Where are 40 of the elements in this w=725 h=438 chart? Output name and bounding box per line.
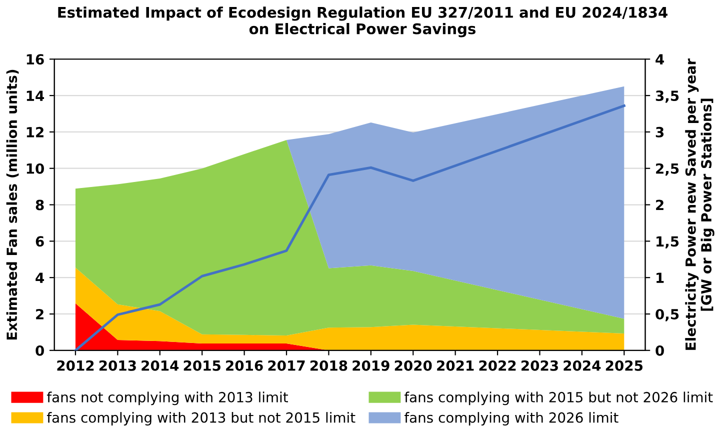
y-tick-label: 10 <box>26 163 44 174</box>
chart-title: Estimated Impact of Ecodesign Regulation EU 327/2011 and EU 2024/1834 on Electrical Power Savings <box>58 6 668 38</box>
line-series <box>74 104 626 350</box>
y-tick-label: 8 <box>36 200 44 210</box>
x-tick-label: 2015 <box>184 360 220 371</box>
y2-tick-label: 1,5 <box>656 236 679 248</box>
legend-label: fans not complying with 2013 limit <box>46 392 288 406</box>
y2-axis-title: Electricity Power new Saved per year [GW or Big Power Stations] <box>685 58 714 350</box>
x-tick-label: 2013 <box>99 360 136 371</box>
x-tick-label: 2014 <box>142 360 179 371</box>
x-tick-label: 2018 <box>310 360 348 371</box>
x-tick-label: 2020 <box>394 360 432 371</box>
y-tick-label: 14 <box>26 90 44 101</box>
x-tick-label: 2016 <box>226 360 263 371</box>
y-tick-label: 12 <box>26 126 44 138</box>
y2-tick-label: 4 <box>656 54 664 64</box>
x-tick-label: 2023 <box>522 360 558 371</box>
x-tick-label: 2021 <box>437 360 474 371</box>
y2-tick-label: 3,5 <box>656 90 679 103</box>
y-tick-label: 4 <box>36 272 44 283</box>
y-axis-title: Extimated Fan sales (million units) <box>6 70 19 340</box>
y2-tick-label: 0 <box>656 345 664 356</box>
y-tick-label: 16 <box>26 54 44 65</box>
x-tick-label: 2017 <box>268 360 305 371</box>
y2-tick-label: 3 <box>656 126 664 138</box>
y-tick-label: 2 <box>36 308 44 320</box>
x-tick-label: 2025 <box>606 360 643 371</box>
legend-label: fans complying with 2015 but not 2026 limit <box>404 392 713 406</box>
y-tick-label: 6 <box>36 236 44 247</box>
y2-tick-label: 2,5 <box>656 163 679 176</box>
x-tick-label: 2024 <box>564 360 601 371</box>
legend-label: fans complying with 2026 limit <box>404 412 618 426</box>
x-tick-label: 2022 <box>479 360 516 371</box>
y-tick-label: 0 <box>36 345 44 356</box>
y2-tick-label: 1 <box>656 272 664 283</box>
y2-tick-label: 2 <box>656 200 664 210</box>
legend-label: fans complying with 2013 but not 2015 limit <box>46 412 356 426</box>
x-tick-label: 2019 <box>352 360 390 371</box>
x-tick-label: 2012 <box>57 360 94 371</box>
y2-tick-label: 0,5 <box>656 308 679 322</box>
